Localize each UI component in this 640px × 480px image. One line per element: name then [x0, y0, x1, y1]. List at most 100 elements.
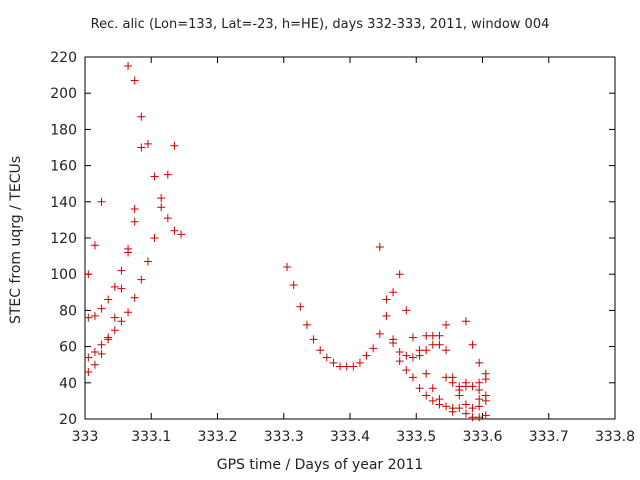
- data-point: [302, 320, 311, 329]
- data-point: [402, 351, 411, 360]
- data-point: [428, 396, 437, 405]
- data-point: [289, 281, 298, 290]
- data-point: [150, 172, 159, 181]
- data-point: [130, 293, 139, 302]
- data-point: [84, 270, 93, 279]
- y-axis-label: STEC from uqrg / TECUs: [8, 155, 24, 325]
- data-point: [322, 353, 331, 362]
- data-point: [124, 248, 133, 257]
- y-tick-label: 200: [50, 86, 77, 102]
- x-tick-label: 333.5: [396, 429, 436, 445]
- data-point: [455, 404, 464, 413]
- data-point: [382, 311, 391, 320]
- data-point: [130, 217, 139, 226]
- data-point: [137, 112, 146, 121]
- data-point: [395, 357, 404, 366]
- data-point: [130, 76, 139, 85]
- data-point: [84, 313, 93, 322]
- data-point: [481, 375, 490, 384]
- data-point: [124, 308, 133, 317]
- data-point: [90, 360, 99, 369]
- data-point: [395, 348, 404, 357]
- data-point: [408, 353, 417, 362]
- data-point: [117, 284, 126, 293]
- data-point: [435, 400, 444, 409]
- data-point: [97, 197, 106, 206]
- data-point: [402, 306, 411, 315]
- data-point: [150, 234, 159, 242]
- data-point: [395, 270, 404, 279]
- data-point: [475, 402, 484, 411]
- data-point: [468, 404, 477, 413]
- y-tick-label: 60: [59, 340, 77, 356]
- data-point: [90, 241, 99, 250]
- x-tick-label: 333.4: [330, 429, 370, 445]
- data-point: [104, 295, 113, 304]
- data-point: [177, 230, 186, 239]
- data-point: [481, 396, 490, 405]
- data-point: [110, 326, 119, 335]
- plot-frame: [84, 56, 616, 420]
- y-tick-label: 40: [59, 376, 77, 392]
- y-tick-label: 20: [59, 412, 77, 428]
- data-point: [475, 395, 484, 404]
- data-point: [316, 346, 325, 355]
- y-tick-label: 160: [50, 159, 77, 175]
- y-tick-label: 80: [59, 303, 77, 319]
- data-point: [296, 302, 305, 311]
- chart-title: Rec. alic (Lon=133, Lat=-23, h=HE), days…: [90, 17, 550, 32]
- data-point: [143, 257, 152, 266]
- x-tick-label: 333.8: [595, 429, 635, 445]
- data-point: [435, 340, 444, 349]
- data-point: [481, 411, 490, 420]
- x-tick-label: 333.2: [197, 429, 237, 445]
- data-point: [362, 351, 371, 360]
- data-point: [117, 266, 126, 275]
- data-point: [170, 226, 179, 235]
- data-point: [97, 349, 106, 358]
- data-point: [408, 373, 417, 382]
- y-tick-label: 220: [50, 50, 77, 66]
- data-point: [382, 295, 391, 304]
- data-point: [90, 348, 99, 357]
- data-point: [369, 344, 378, 353]
- data-point: [110, 313, 119, 322]
- data-point: [97, 340, 106, 349]
- data-point: [355, 358, 364, 367]
- x-axis-label: GPS time / Days of year 2011: [216, 457, 424, 473]
- data-point: [84, 353, 93, 362]
- data-point: [461, 400, 470, 409]
- x-tick-label: 333.1: [131, 429, 171, 445]
- data-point: [442, 402, 451, 411]
- data-point: [90, 311, 99, 320]
- x-tick-label: 333: [72, 429, 99, 445]
- data-point: [124, 62, 133, 71]
- data-point: [110, 282, 119, 291]
- data-point: [309, 335, 318, 344]
- y-tick-label: 100: [50, 267, 77, 283]
- data-point: [442, 320, 451, 329]
- data-point: [163, 170, 172, 179]
- data-point: [415, 351, 424, 360]
- data-point: [143, 139, 152, 148]
- data-point: [475, 358, 484, 367]
- data-point: [468, 382, 477, 391]
- data-point: [137, 275, 146, 284]
- data-point: [389, 288, 398, 297]
- data-point: [442, 346, 451, 355]
- data-point: [170, 141, 179, 150]
- data-point: [163, 214, 172, 223]
- data-point: [104, 335, 113, 344]
- data-point: [475, 386, 484, 395]
- data-point: [448, 407, 457, 416]
- data-point: [84, 367, 93, 376]
- data-point: [329, 358, 338, 367]
- data-point: [455, 391, 464, 400]
- data-point: [283, 262, 292, 271]
- data-point: [468, 340, 477, 349]
- data-point: [475, 378, 484, 387]
- data-point: [422, 346, 431, 355]
- data-point: [428, 384, 437, 393]
- data-point: [475, 413, 484, 422]
